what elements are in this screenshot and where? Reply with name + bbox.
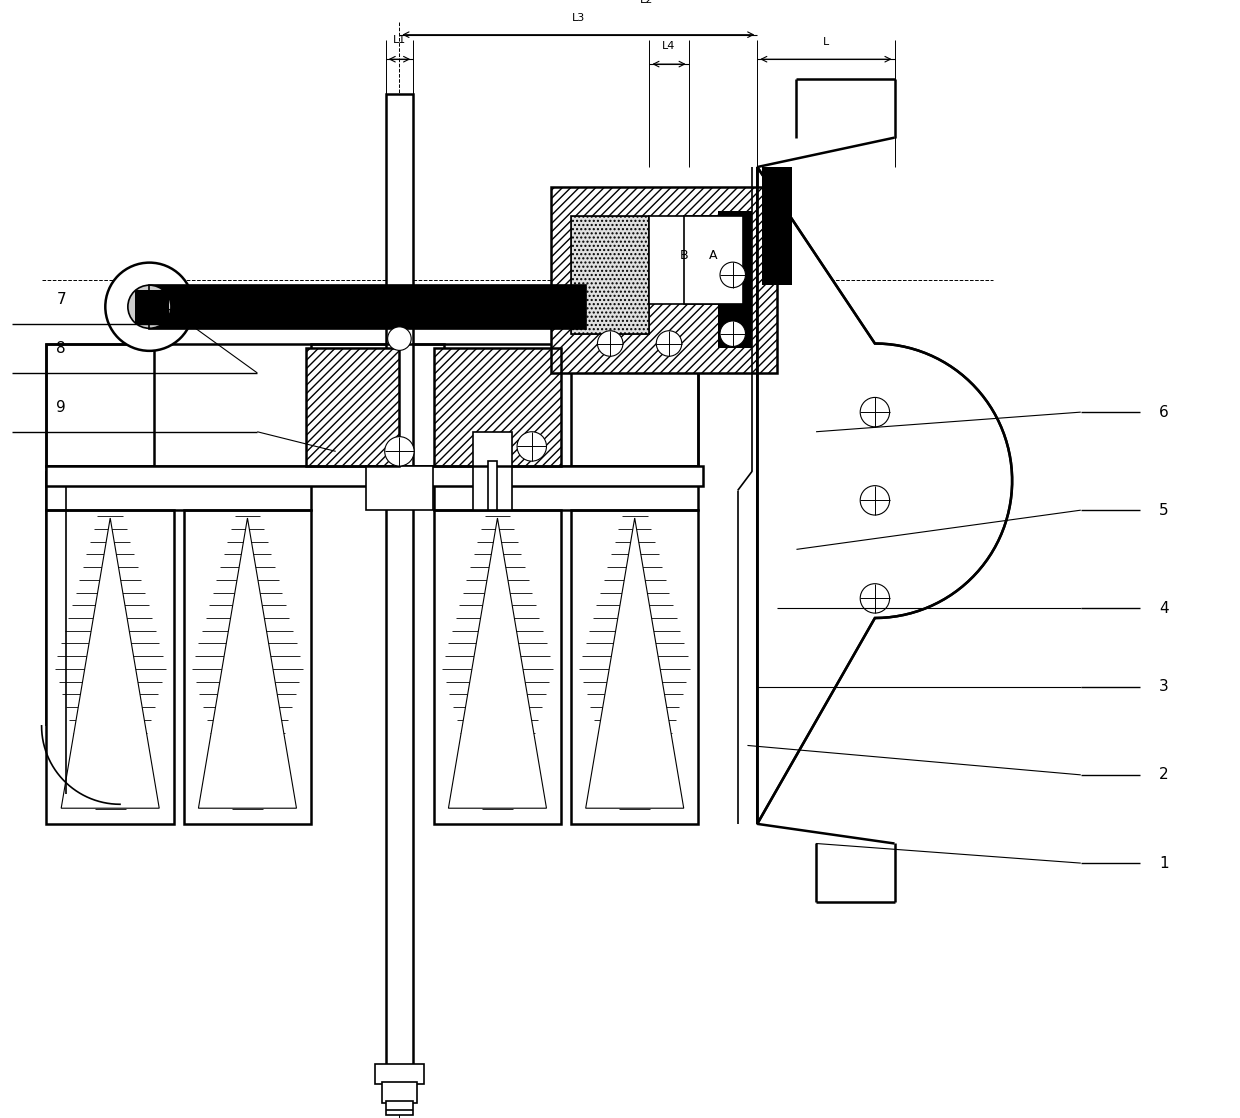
- Bar: [570, 510, 698, 824]
- Bar: [46, 466, 311, 510]
- Bar: [311, 343, 386, 466]
- Bar: [434, 510, 562, 824]
- Bar: [552, 187, 777, 373]
- Polygon shape: [768, 187, 1002, 795]
- Circle shape: [720, 321, 745, 347]
- Text: 4: 4: [1159, 600, 1169, 616]
- Bar: [149, 285, 585, 329]
- Text: L3: L3: [572, 13, 585, 23]
- Bar: [184, 510, 311, 824]
- Bar: [552, 187, 777, 373]
- Text: 6: 6: [1159, 405, 1169, 419]
- Text: L1: L1: [393, 35, 405, 45]
- Bar: [184, 510, 311, 824]
- Bar: [434, 510, 562, 824]
- Text: 8: 8: [56, 341, 66, 356]
- Bar: [570, 343, 698, 466]
- Bar: [487, 461, 497, 510]
- Polygon shape: [449, 518, 547, 808]
- Bar: [46, 466, 703, 485]
- Bar: [46, 343, 698, 466]
- Bar: [413, 343, 444, 466]
- Text: 1: 1: [1159, 855, 1169, 871]
- Bar: [434, 349, 562, 466]
- Bar: [46, 510, 174, 824]
- Text: 9: 9: [56, 400, 66, 415]
- Bar: [570, 510, 698, 824]
- Bar: [472, 432, 512, 510]
- Bar: [386, 94, 413, 1083]
- Bar: [306, 349, 399, 466]
- Bar: [386, 1101, 413, 1115]
- Circle shape: [517, 432, 547, 461]
- Circle shape: [861, 485, 889, 515]
- Bar: [434, 466, 698, 510]
- Bar: [570, 216, 650, 333]
- Bar: [413, 343, 444, 466]
- Bar: [311, 343, 386, 466]
- Bar: [374, 1064, 424, 1083]
- Bar: [46, 510, 174, 824]
- Polygon shape: [585, 518, 683, 808]
- Polygon shape: [758, 167, 1012, 824]
- Text: 7: 7: [56, 292, 66, 306]
- Bar: [46, 343, 154, 466]
- Circle shape: [384, 437, 414, 466]
- Bar: [382, 1082, 417, 1103]
- Bar: [149, 285, 585, 329]
- Bar: [718, 211, 753, 349]
- Bar: [135, 290, 169, 324]
- Bar: [683, 216, 743, 304]
- Circle shape: [388, 326, 412, 350]
- Polygon shape: [198, 518, 296, 808]
- Text: L4: L4: [662, 41, 676, 51]
- Bar: [366, 466, 433, 510]
- Text: L2: L2: [640, 0, 653, 6]
- Bar: [281, 292, 306, 321]
- Circle shape: [720, 262, 745, 287]
- Circle shape: [861, 584, 889, 613]
- Bar: [46, 343, 154, 466]
- Text: A: A: [709, 249, 718, 262]
- Text: L: L: [823, 37, 830, 47]
- Text: 5: 5: [1159, 503, 1169, 518]
- Bar: [763, 167, 791, 285]
- Bar: [570, 216, 650, 333]
- Bar: [570, 343, 698, 466]
- Text: 2: 2: [1159, 767, 1169, 783]
- Bar: [306, 349, 399, 466]
- Circle shape: [128, 285, 171, 329]
- Circle shape: [656, 331, 682, 357]
- Bar: [434, 349, 562, 466]
- Text: 3: 3: [1159, 679, 1169, 694]
- Circle shape: [105, 263, 193, 351]
- Circle shape: [598, 331, 622, 357]
- Bar: [650, 216, 718, 304]
- Text: B: B: [680, 249, 688, 262]
- Polygon shape: [61, 518, 159, 808]
- Circle shape: [861, 397, 889, 427]
